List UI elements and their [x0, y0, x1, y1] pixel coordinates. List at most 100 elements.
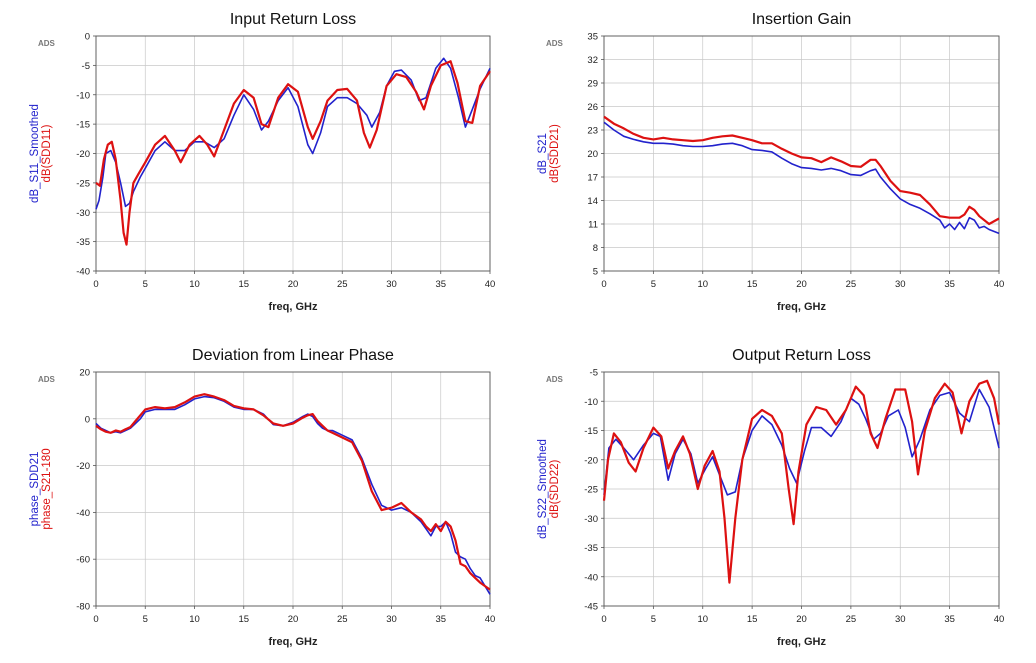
panel-1-ytick-label: -15 [76, 120, 90, 131]
panel-2-xtick-label: 0 [601, 279, 606, 290]
panel-1-xtick-label: 30 [386, 279, 397, 290]
panel-1-ytick-label: -30 [76, 208, 90, 219]
panel-2-ytick-label: 14 [587, 196, 598, 207]
panel-3-xtick-label: 35 [435, 614, 446, 625]
panel-2-ads-label: ADS [546, 39, 564, 48]
panel-2-xtick-label: 20 [796, 279, 807, 290]
panel-1-ytick-label: -5 [82, 61, 90, 72]
panel-4-series-label-db-s22-smoothed: dB_S22_Smoothed [537, 439, 549, 539]
panel-4-xtick-label: 10 [697, 614, 708, 625]
panel-2-ytick-label: 11 [588, 220, 598, 231]
panel-3-xtick-label: 0 [93, 614, 98, 625]
panel-1-series-line-db-sdd11 [95, 60, 491, 246]
panel-2-ytick-label: 35 [587, 32, 598, 43]
panel-1-series-label-db-s11-smoothed: dB_S11_Smoothed [29, 104, 41, 203]
panel-4-output-return-loss-chart: Output Return Loss ADS 0 5 10 15 20 25 30 35 40 -45… [537, 347, 1004, 648]
panel-4-ytick-label: -10 [584, 397, 598, 408]
panel-2-ytick-label: 17 [587, 173, 598, 184]
panel-3-ytick-label: 20 [79, 368, 90, 379]
panel-4-ytick-label: -15 [584, 426, 598, 437]
panel-4-xtick-label: 5 [651, 614, 656, 625]
panel-4-xtick-label: 15 [747, 614, 758, 625]
panel-2-x-axis-label: freq, GHz [777, 301, 826, 313]
panel-1-ytick-label: -25 [76, 178, 90, 189]
panel-1-ads-label: ADS [38, 39, 56, 48]
panel-1-xtick-label: 25 [337, 279, 348, 290]
panel-3-series-label-phase-sdd21: phase_SDD21 [29, 452, 41, 527]
panel-2-series-label-db-sdd21: dB(SDD21) [549, 124, 561, 183]
panel-2-ytick-label: 32 [587, 55, 598, 66]
panel-4-xtick-label: 25 [846, 614, 857, 625]
panel-4-ytick-label: -40 [584, 572, 598, 583]
panel-3-series-line-phase-s21-180 [95, 393, 491, 591]
panel-3-xtick-label: 30 [386, 614, 397, 625]
panel-4-series-line-db-s22-smoothed [603, 388, 1000, 496]
panel-2-ytick-label: 20 [587, 149, 598, 160]
panel-1-ytick-label: 0 [85, 32, 90, 43]
panel-3-title: Deviation from Linear Phase [192, 347, 394, 364]
panel-1-x-axis-label: freq, GHz [269, 301, 318, 313]
panel-4-title: Output Return Loss [732, 347, 871, 364]
panel-4-ytick-label: -5 [590, 368, 598, 379]
panel-2-xtick-label: 40 [994, 279, 1005, 290]
panel-1-xtick-label: 40 [485, 279, 496, 290]
panel-3-xtick-label: 25 [337, 614, 348, 625]
panel-4-series-line-db-sdd22 [602, 379, 1001, 584]
panel-2-xtick-label: 5 [651, 279, 656, 290]
panel-2-xtick-label: 15 [747, 279, 758, 290]
panel-4-x-axis-label: freq, GHz [777, 636, 826, 648]
panel-1-xtick-label: 5 [143, 279, 148, 290]
panel-4-ytick-label: -30 [584, 514, 598, 525]
panel-2-xtick-label: 10 [697, 279, 708, 290]
panel-1-xtick-label: 15 [238, 279, 249, 290]
panel-3-ads-label: ADS [38, 375, 56, 384]
panel-3-xtick-label: 15 [238, 614, 249, 625]
panel-1-ytick-label: -10 [76, 90, 90, 101]
panel-4-grid [603, 371, 1000, 607]
panel-3-series-label-phase-s21-180: phase_S21-180 [41, 448, 53, 529]
panel-1-xtick-label: 0 [93, 279, 98, 290]
panel-3-ytick-label: 0 [85, 414, 90, 425]
panel-4-xtick-label: 20 [796, 614, 807, 625]
panel-2-xtick-label: 25 [846, 279, 857, 290]
panel-4-ytick-label: -20 [584, 455, 598, 466]
panel-3-xtick-label: 10 [189, 614, 200, 625]
panel-4-ytick-label: -35 [584, 543, 598, 554]
panel-2-grid [603, 35, 1000, 272]
panel-2-ytick-label: 8 [593, 243, 598, 254]
panel-4-ads-label: ADS [546, 375, 564, 384]
panel-2-ytick-label: 5 [593, 267, 598, 278]
panel-3-ytick-label: -20 [76, 461, 90, 472]
panel-2-ytick-label: 26 [587, 102, 598, 113]
panel-1-xtick-label: 20 [288, 279, 299, 290]
panel-2-ytick-label: 29 [587, 79, 598, 90]
panel-3-deviation-from-linear-phase-chart: Deviation from Linear Phase ADS 0 5 10 15 20 25… [29, 347, 495, 648]
panel-2-series-line-db-sdd21 [603, 115, 1000, 226]
panel-3-series-line-phase-sdd21 [95, 395, 491, 595]
panel-3-xtick-label: 20 [288, 614, 299, 625]
panel-1-title: Input Return Loss [230, 11, 356, 28]
panel-4-xtick-label: 0 [601, 614, 606, 625]
panel-2-series-line-db-s21 [603, 121, 1000, 235]
panel-4-xtick-label: 35 [944, 614, 955, 625]
panel-2-ytick-label: 23 [587, 126, 598, 137]
panel-2-xtick-label: 30 [895, 279, 906, 290]
panel-1-grid [95, 35, 491, 272]
panel-1-ytick-label: -40 [76, 267, 90, 278]
panel-4-ytick-label: -25 [584, 485, 598, 496]
panel-3-xtick-label: 40 [485, 614, 496, 625]
panel-2-title: Insertion Gain [752, 11, 852, 28]
panel-1-xtick-label: 35 [435, 279, 446, 290]
panel-1-ytick-label: -20 [76, 149, 90, 160]
panel-3-ytick-label: -80 [76, 602, 90, 613]
panel-4-series-label-db-sdd22: dB(SDD22) [549, 459, 561, 518]
panel-1-series-label-db-sdd11: dB(SDD11) [41, 124, 53, 182]
panel-4-xtick-label: 30 [895, 614, 906, 625]
panel-1-xtick-label: 10 [189, 279, 200, 290]
panel-1-ytick-label: -35 [76, 237, 90, 248]
panel-3-xtick-label: 5 [143, 614, 148, 625]
panel-2-xtick-label: 35 [944, 279, 955, 290]
panel-3-ytick-label: -60 [76, 555, 90, 566]
panel-1-input-return-loss-chart: Input Return Loss ADS 0 5 10 15 20 25 30 35 40 -40 -… [29, 11, 495, 313]
